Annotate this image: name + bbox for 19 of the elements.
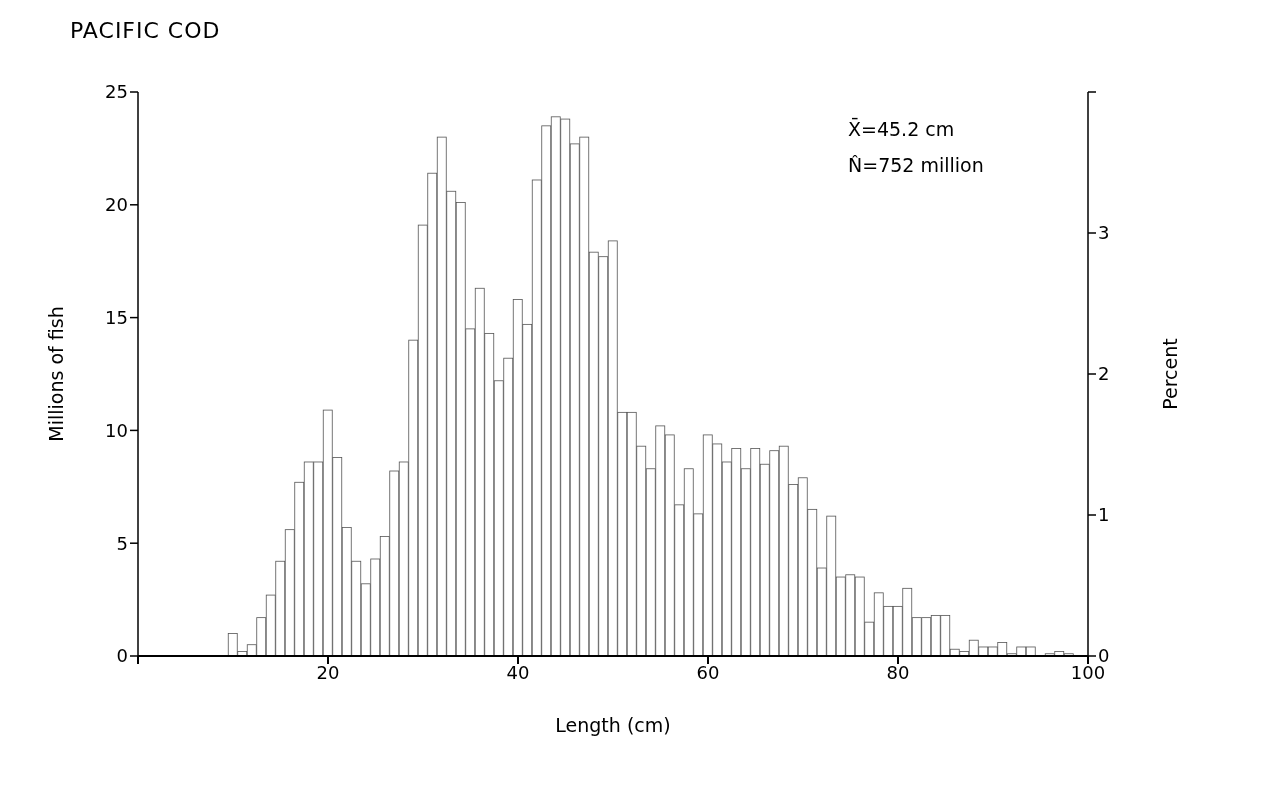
x-axis-title: Length (cm) xyxy=(555,714,671,736)
x-tick-label: 80 xyxy=(886,661,910,683)
y-axis-title: Millions of fish xyxy=(44,306,67,442)
x-tick-label: 40 xyxy=(506,661,530,683)
y-tick-label: 5 xyxy=(116,532,128,554)
chart-title: PACIFIC COD xyxy=(70,18,221,43)
x-tick-label: 60 xyxy=(696,661,720,683)
y2-tick-label: 3 xyxy=(1098,222,1110,244)
annotation: N̂=752 million xyxy=(848,154,984,176)
y2-tick-label: 1 xyxy=(1098,504,1110,526)
y2-tick-label: 2 xyxy=(1098,363,1110,385)
y-tick-label: 0 xyxy=(116,645,128,667)
y-tick-label: 10 xyxy=(105,419,128,441)
annotation: X̄=45.2 cm xyxy=(848,118,955,140)
x-tick-label: 20 xyxy=(316,661,340,683)
y-tick-label: 20 xyxy=(105,194,128,216)
y-tick-label: 15 xyxy=(105,306,128,328)
y2-axis-title: Percent xyxy=(1158,338,1181,410)
y-tick-label: 25 xyxy=(105,81,128,103)
